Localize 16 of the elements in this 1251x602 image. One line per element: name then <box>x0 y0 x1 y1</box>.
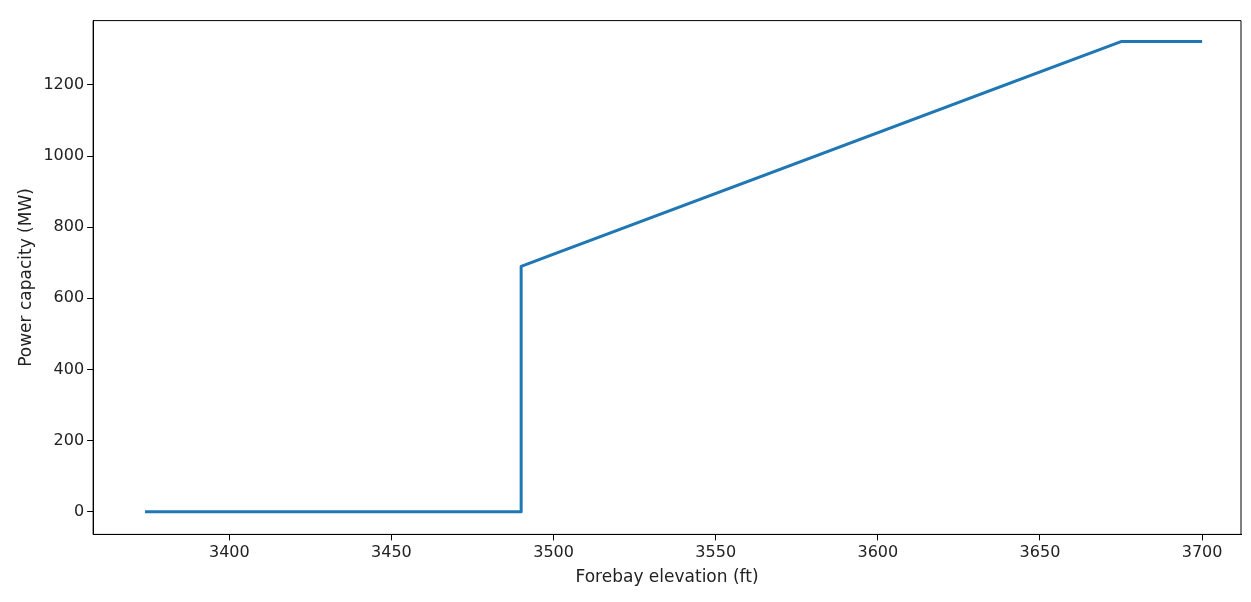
y-tick-label: 1200 <box>43 74 85 94</box>
y-axis-title: Power capacity (MW) <box>14 188 35 367</box>
y-tick-label: 800 <box>53 216 85 236</box>
x-tick-label: 3550 <box>695 542 737 562</box>
x-tick-label: 3450 <box>371 542 412 562</box>
x-tick-label: 3650 <box>1019 542 1061 562</box>
x-tick-label: 3400 <box>208 542 250 562</box>
y-tick-label: 1000 <box>43 145 85 165</box>
x-tick-label: 3700 <box>1181 542 1223 562</box>
x-tick-label: 3600 <box>857 542 899 562</box>
y-tick-label: 600 <box>53 287 85 307</box>
x-axis-title: Forebay elevation (ft) <box>575 566 759 587</box>
y-tick-label: 400 <box>53 358 85 378</box>
y-tick-label: 200 <box>53 429 85 449</box>
x-tick-label: 3500 <box>533 542 574 562</box>
y-tick-label: 0 <box>73 500 85 520</box>
